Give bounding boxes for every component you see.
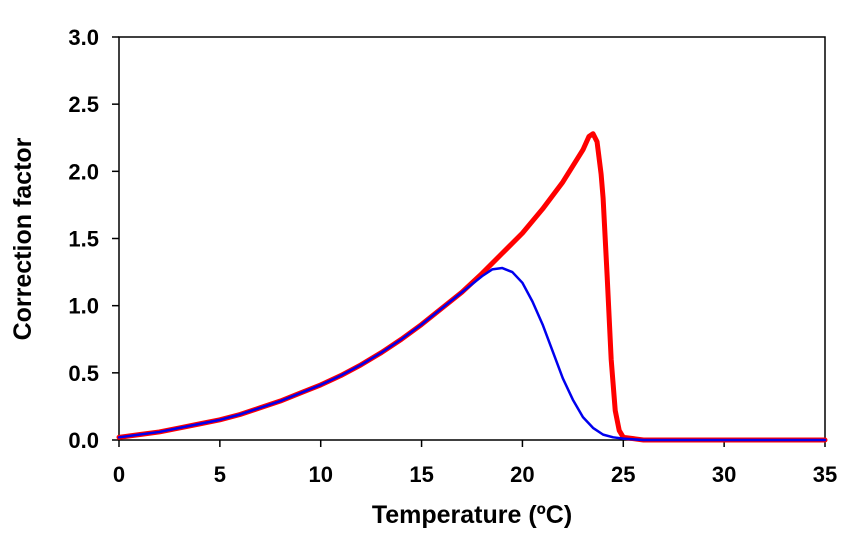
x-tick-label: 30 [712, 462, 736, 487]
x-tick-label: 35 [813, 462, 837, 487]
x-tick-label: 5 [214, 462, 226, 487]
x-axis-label: Temperature (ºC) [372, 501, 572, 529]
y-tick-label: 2.5 [68, 92, 99, 117]
x-tick-label: 0 [113, 462, 125, 487]
y-tick-label: 3.0 [68, 25, 99, 50]
y-axis-label: Correction factor [9, 137, 37, 340]
x-tick-label: 15 [409, 462, 433, 487]
x-tick-label: 10 [308, 462, 332, 487]
y-tick-label: 0.0 [68, 428, 99, 453]
y-tick-label: 0.5 [68, 361, 99, 386]
series-line-1 [116, 131, 828, 443]
ticks: 0 5 10 15 20 25 30 35 0.0 0.5 1.0 1.5 2.0 2.5 3.0 [68, 25, 837, 487]
x-tick-label: 20 [510, 462, 534, 487]
y-tick-label: 2.0 [68, 159, 99, 184]
y-tick-label: 1.0 [68, 294, 99, 319]
x-tick-label: 25 [611, 462, 635, 487]
plot-frame [118, 36, 826, 441]
series-layer [116, 131, 828, 443]
series-line-2 [117, 266, 827, 442]
y-tick-label: 1.5 [68, 227, 99, 252]
